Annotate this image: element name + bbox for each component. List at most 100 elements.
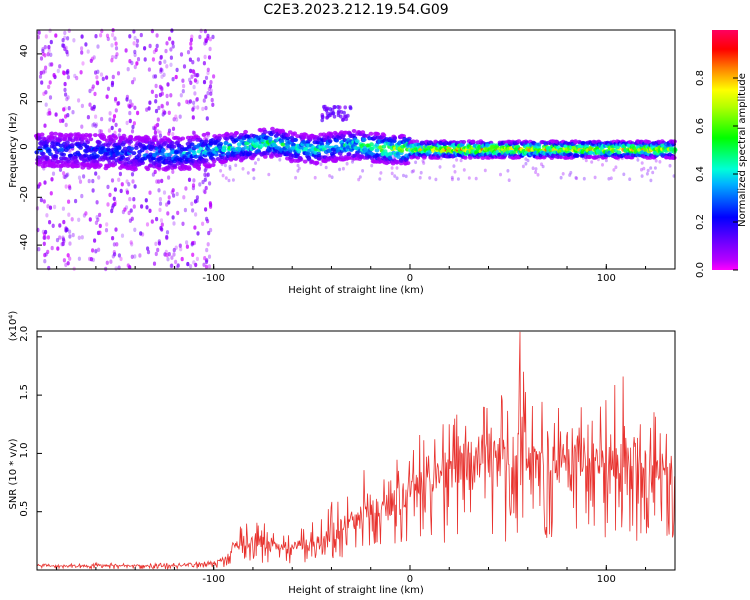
spectrogram-ridge-mark <box>512 150 517 155</box>
y-tick-label: 2.0 <box>19 326 30 342</box>
spectrogram-ridge-mark <box>146 137 152 142</box>
spectrogram-ridge-mark <box>149 144 155 149</box>
spectrogram-noise-mark <box>159 67 163 72</box>
spectrogram-noise-mark <box>169 93 173 98</box>
spectrogram-noise-mark <box>121 209 125 215</box>
spectrogram-noise-mark <box>110 80 115 86</box>
spectrogram-ridge-mark <box>615 145 620 150</box>
spectrogram-noise-mark <box>49 52 53 57</box>
spectrogram-noise-mark <box>166 82 170 87</box>
spectrogram-noise-mark <box>63 81 67 87</box>
spectrogram-noise-mark <box>190 201 194 206</box>
spectrogram-noise-mark <box>212 74 216 79</box>
spectrogram-noise-mark <box>86 115 90 120</box>
spectrogram-noise-mark <box>536 173 540 177</box>
spectrogram-noise-mark <box>179 52 184 57</box>
spectrogram-noise-mark <box>421 159 425 163</box>
spectrogram-ridge-mark <box>40 151 46 156</box>
spectrogram-ridge-mark <box>147 163 153 168</box>
spectrogram-noise-mark <box>114 46 119 51</box>
spectrogram-ridge-mark <box>38 148 44 153</box>
spectrogram-ridge-mark <box>125 157 131 161</box>
spectrogram-noise-mark <box>434 177 438 182</box>
spectrogram-ridge-mark <box>394 160 400 165</box>
spectrogram-ridge-mark <box>480 155 486 160</box>
spectrogram-noise-mark <box>607 177 611 181</box>
spectrogram-noise-mark <box>93 238 97 243</box>
spectrogram-x-ticks: -100 0 100 <box>56 264 647 284</box>
spectrogram-noise-mark <box>80 34 84 39</box>
spectrogram-ridge-mark <box>387 155 393 160</box>
colorbar-ticks: 0.0 0.2 0.4 0.6 0.8 <box>695 70 738 278</box>
spectrogram-noise-mark <box>74 198 78 204</box>
spectrogram-noise-mark <box>125 97 129 102</box>
spectrogram-noise-mark <box>152 261 157 266</box>
spectrogram-noise-mark <box>209 227 213 233</box>
spectrogram-noise-mark <box>524 161 528 166</box>
spectrogram-noise-mark <box>202 188 206 194</box>
spectrogram-noise-mark <box>210 97 214 103</box>
spectrogram-ridge-mark <box>573 139 578 144</box>
spectrogram-panel: -100 0 100 -40 -20 0 20 40 Height of straight … <box>8 28 678 296</box>
spectrogram-noise-mark <box>133 227 137 232</box>
spectrogram-noise-mark <box>159 218 164 223</box>
colorbar-gradient <box>712 30 738 270</box>
spectrogram-noise-mark <box>99 129 103 134</box>
spectrogram-noise-mark <box>66 36 70 41</box>
spectrogram-noise-mark <box>206 67 210 73</box>
spectrogram-noise-mark <box>111 74 115 80</box>
spectrogram-ridge-mark <box>113 136 119 140</box>
spectrogram-noise-mark <box>111 32 115 38</box>
spectrogram-noise-mark <box>129 240 133 245</box>
spectrogram-noise-mark <box>101 76 105 82</box>
spectrogram-ridge-mark <box>223 141 229 146</box>
spectrogram-noise-mark <box>113 200 117 205</box>
y-tick-label: 40 <box>19 45 30 58</box>
spectrogram-noise-mark <box>64 122 68 128</box>
spectrogram-noise-mark <box>188 57 192 62</box>
spectrogram-ridge-mark <box>396 154 401 159</box>
spectrogram-noise-mark <box>351 160 354 164</box>
spectrogram-noise-mark <box>42 70 46 75</box>
spectrogram-noise-mark <box>189 46 193 51</box>
spectrogram-noise-mark <box>119 256 123 262</box>
spectrogram-noise-mark <box>97 175 101 180</box>
spectrogram-noise-mark <box>52 73 56 78</box>
spectrogram-noise-mark <box>68 229 72 234</box>
spectrogram-noise-mark <box>153 74 158 79</box>
spectrogram-noise-mark <box>56 246 60 251</box>
spectrogram-noise-mark <box>43 252 47 258</box>
spectrogram-noise-mark <box>185 240 189 245</box>
spectrogram-noise-mark <box>84 211 88 216</box>
spectrogram-noise-mark <box>452 164 456 168</box>
spectrogram-noise-mark <box>162 72 166 78</box>
spectrogram-noise-mark <box>183 207 187 213</box>
spectrogram-ridge-mark <box>110 156 116 161</box>
spectrogram-noise-mark <box>339 110 344 114</box>
spectrogram-noise-mark <box>115 52 119 57</box>
spectrogram-noise-mark <box>191 252 195 257</box>
spectrogram-noise-mark <box>203 168 207 173</box>
spectrogram-noise-mark <box>499 172 502 177</box>
spectrogram-noise-mark <box>125 188 129 193</box>
spectrogram-noise-mark <box>166 211 170 216</box>
spectrogram-noise-mark <box>129 208 133 213</box>
spectrogram-noise-mark <box>128 104 132 109</box>
spectrogram-noise-mark <box>205 116 209 121</box>
spectrogram-noise-mark <box>80 103 84 109</box>
spectrogram-noise-mark <box>53 204 57 210</box>
spectrogram-ridge-mark <box>75 161 80 166</box>
spectrogram-ridge-mark <box>267 148 273 153</box>
spectrogram-noise-mark <box>419 170 423 175</box>
spectrogram-ridge-mark <box>110 163 116 168</box>
spectrogram-ridge-mark <box>163 141 168 146</box>
spectrogram-noise-mark <box>343 105 348 110</box>
spectrogram-noise-mark <box>147 67 151 72</box>
spectrogram-noise-mark <box>127 182 131 187</box>
spectrogram-noise-mark <box>348 105 353 110</box>
spectrogram-noise-mark <box>145 205 149 210</box>
spectrogram-ridge-mark <box>76 152 82 157</box>
spectrogram-noise-mark <box>540 162 543 166</box>
spectrogram-noise-mark <box>86 49 90 54</box>
spectrogram-ridge-mark <box>78 145 83 150</box>
